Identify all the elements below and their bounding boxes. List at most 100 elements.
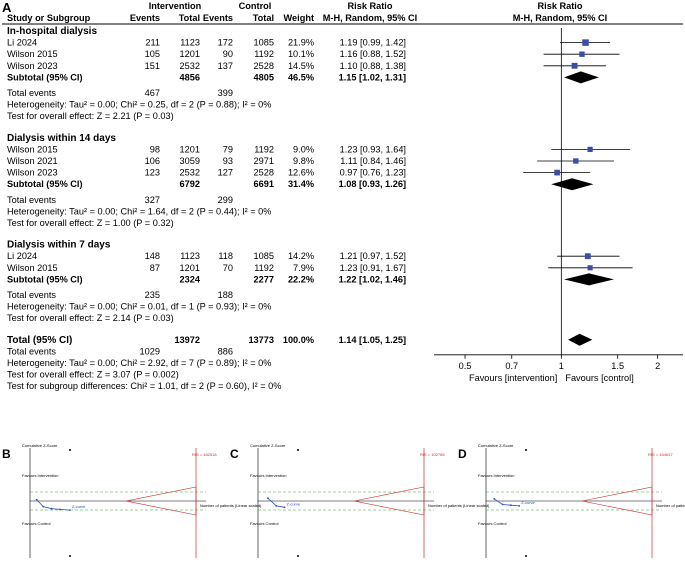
total-events-label: Total events — [7, 195, 56, 205]
events-int: 106 — [145, 156, 160, 166]
events-ctrl: 93 — [223, 156, 233, 166]
tsa-z-point — [68, 509, 71, 511]
x-tick-label: 1 — [559, 361, 564, 371]
header-events-int: Events — [130, 13, 160, 23]
tsa-z-point — [42, 505, 45, 508]
tsa-favours-ctrl: Favours Control — [250, 521, 279, 526]
overall-effect-text: Test for overall effect: Z = 2.14 (P = 0… — [7, 313, 174, 323]
total-int: 3059 — [180, 156, 200, 166]
study-square — [554, 169, 560, 176]
study-name: Wilson 2021 — [7, 156, 58, 166]
subtotal-n1: 4856 — [180, 72, 200, 82]
events-ctrl: 70 — [223, 263, 233, 273]
study-ci: 0.97 [0.76, 1.23] — [340, 168, 406, 178]
study-ci: 1.23 [0.91, 1.67] — [340, 263, 406, 273]
subtotal-n1: 6792 — [180, 179, 200, 189]
tsa-x-label: Number of patients (Linear scaled) — [656, 503, 685, 508]
study-square — [587, 265, 593, 271]
study-square — [587, 146, 593, 153]
subtotal-ci: 1.22 [1.02, 1.46] — [339, 274, 406, 284]
tsa-z-point — [510, 504, 512, 507]
tsa-z-point — [35, 498, 38, 501]
tsa-z-curve — [494, 498, 520, 507]
tsa-favours-ctrl: Favours Control — [22, 521, 51, 526]
tsa-panel-label: B — [2, 447, 11, 461]
total-ctrl: 1192 — [254, 144, 274, 154]
study-ci: 1.23 [0.93, 1.64] — [340, 144, 406, 154]
total-ctrl: 2528 — [254, 61, 274, 71]
tsa-z-label: Z-curve — [521, 500, 535, 505]
total-int: 1201 — [180, 49, 200, 59]
total-ctrl: 1192 — [254, 263, 274, 273]
events-int: 87 — [150, 263, 160, 273]
subtotal-n2: 4805 — [254, 72, 274, 82]
overall-total-events-ctrl: 886 — [218, 346, 233, 356]
subtotal-diamond — [564, 71, 599, 84]
study-name: Wilson 2015 — [7, 263, 58, 273]
header-events-ctrl: Events — [203, 13, 233, 23]
subtotal-label: Subtotal (95% CI) — [7, 274, 83, 284]
header-control: Control — [239, 1, 272, 11]
tsa-z-label: Z-curve — [72, 504, 86, 509]
study-square — [579, 51, 585, 57]
subtotal-n2: 6691 — [254, 179, 274, 189]
study-weight: 12.6% — [288, 168, 314, 178]
tsa-ris-label: RIS = 102785 — [420, 452, 445, 457]
total-n1: 13972 — [174, 335, 200, 345]
study-square — [584, 253, 591, 260]
forest-plot: A Intervention Control Risk Ratio Risk Ratio… — [2, 0, 683, 391]
study-weight: 9.0% — [293, 144, 314, 154]
events-ctrl: 172 — [218, 38, 233, 48]
header-study: Study or Subgroup — [7, 13, 91, 23]
tsa-favours-ctrl: Favours Control — [478, 521, 507, 526]
tsa-marker — [525, 449, 527, 451]
total-n2: 13773 — [248, 335, 274, 345]
subtotal-label: Subtotal (95% CI) — [7, 72, 83, 82]
header-rr-title-left: Risk Ratio — [348, 1, 393, 11]
subtotal-weight: 46.5% — [288, 72, 314, 82]
study-name: Wilson 2023 — [7, 168, 58, 178]
total-events-int: 235 — [145, 290, 160, 300]
events-int: 105 — [145, 49, 160, 59]
study-weight: 10.1% — [288, 49, 314, 59]
total-ctrl: 1192 — [254, 49, 274, 59]
favours-control: Favours [control] — [565, 373, 633, 383]
overall-total-events-int: 1029 — [140, 346, 160, 356]
heterogeneity-text: Heterogeneity: Tau² = 0.00; Chi² = 0.25,… — [7, 100, 271, 110]
tsa-z-point — [275, 505, 278, 507]
subgroup-title: In-hospital dialysis — [7, 26, 97, 37]
study-weight: 7.9% — [293, 263, 314, 273]
tsa-marker — [69, 555, 71, 557]
tsa-z-point — [493, 498, 496, 500]
subtotal-weight: 22.2% — [288, 274, 314, 284]
tsa-panel-c: C Cumulative Z-Score Favours Intervention F… — [230, 443, 490, 558]
total-ci: 1.14 [1.05, 1.25] — [339, 335, 406, 345]
total-int: 2532 — [180, 168, 200, 178]
total-events-label: Total events — [7, 88, 56, 98]
tsa-ris-label: RIS = 164637 — [648, 452, 673, 457]
events-int: 98 — [150, 144, 160, 154]
tsa-favours-int: Favours Intervention — [478, 473, 514, 478]
study-ci: 1.19 [0.99, 1.42] — [340, 38, 406, 48]
total-int: 1123 — [180, 251, 200, 261]
study-name: Wilson 2023 — [7, 61, 58, 71]
heterogeneity-text: Heterogeneity: Tau² = 0.00; Chi² = 1.64,… — [7, 206, 271, 216]
events-int: 211 — [145, 38, 160, 48]
header-total-ctrl: Total — [253, 13, 274, 23]
total-ctrl: 2528 — [254, 168, 274, 178]
header-rr-title-right: Risk Ratio — [538, 1, 583, 11]
total-ctrl: 1085 — [254, 38, 274, 48]
tsa-y-title: Cumulative Z-Score — [22, 443, 58, 448]
total-events-ctrl: 399 — [218, 88, 233, 98]
total-ctrl: 2971 — [254, 156, 274, 166]
events-int: 123 — [145, 168, 160, 178]
events-ctrl: 137 — [218, 61, 233, 71]
tsa-boundary — [125, 486, 197, 516]
total-events-ctrl: 299 — [218, 195, 233, 205]
tsa-x-label: Number of patients (Linear scaled) — [200, 503, 262, 508]
tsa-z-point — [501, 503, 504, 506]
study-square — [571, 62, 578, 69]
x-tick-label: 2 — [655, 361, 660, 371]
subtotal-weight: 31.4% — [288, 179, 314, 189]
events-ctrl: 127 — [218, 168, 233, 178]
